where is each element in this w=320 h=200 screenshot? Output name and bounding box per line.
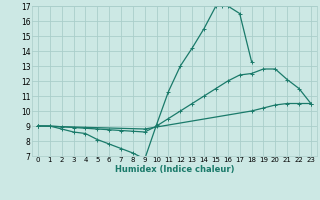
X-axis label: Humidex (Indice chaleur): Humidex (Indice chaleur) bbox=[115, 165, 234, 174]
